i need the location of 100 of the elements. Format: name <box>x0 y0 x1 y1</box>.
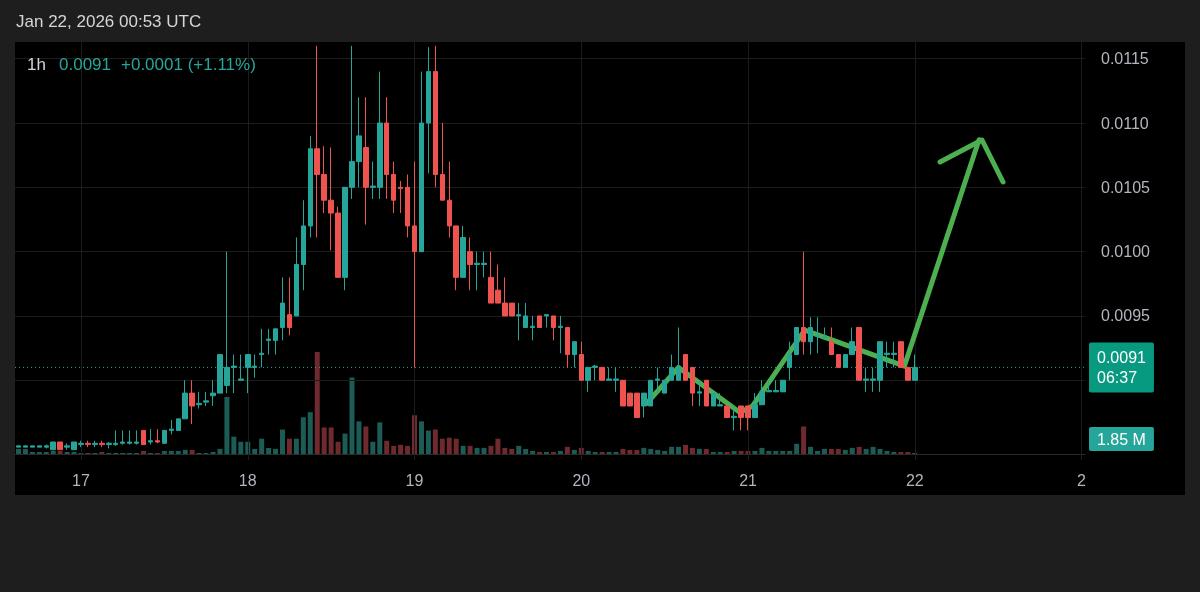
candlestick <box>467 237 473 291</box>
bar <box>370 441 376 454</box>
bar <box>634 449 640 454</box>
candlestick <box>308 135 313 238</box>
candlestick <box>440 122 445 201</box>
y-tick-label: 0.0095 <box>1101 307 1151 325</box>
candlestick <box>391 161 396 214</box>
y-tick-label: 0.0110 <box>1101 114 1149 132</box>
bar <box>161 450 167 454</box>
candlestick <box>683 354 688 381</box>
candlestick <box>815 316 820 354</box>
bar <box>64 451 70 454</box>
bar <box>446 437 452 454</box>
candlestick <box>836 354 841 368</box>
candlestick <box>127 429 132 446</box>
bar <box>766 450 772 454</box>
bar <box>696 448 702 454</box>
bar <box>238 441 244 454</box>
bar <box>898 451 904 454</box>
candlestick <box>57 441 63 451</box>
candlestick <box>724 405 730 419</box>
candlestick <box>808 316 813 356</box>
y-tick-label: 0.0105 <box>1101 178 1151 196</box>
bar <box>655 449 661 454</box>
bar <box>550 451 556 454</box>
candlestick <box>148 428 153 446</box>
y-tick-label: 0.0100 <box>1101 243 1151 261</box>
bar <box>571 449 577 454</box>
candlestick <box>704 379 709 407</box>
bar <box>676 446 682 454</box>
candlestick <box>516 302 521 341</box>
candlestick <box>287 276 292 336</box>
bar <box>682 444 688 454</box>
bar <box>599 451 605 454</box>
x-tick-label: 2 <box>1077 471 1087 489</box>
candlestick <box>405 173 410 238</box>
bar <box>731 450 737 454</box>
candlestick <box>23 445 28 448</box>
candlestick <box>460 225 466 278</box>
candlestick <box>572 341 577 368</box>
candlestick <box>196 391 202 410</box>
candlestick <box>120 429 125 446</box>
bar <box>828 448 834 454</box>
bar <box>432 429 438 454</box>
bar <box>502 447 508 454</box>
candlestick <box>523 302 528 329</box>
candlestick <box>697 379 702 407</box>
bar <box>585 450 591 454</box>
bar <box>405 445 411 454</box>
bar <box>460 445 466 454</box>
bar <box>29 451 35 454</box>
bar <box>738 450 744 454</box>
candlestick <box>85 440 91 448</box>
bar <box>821 448 827 454</box>
bar <box>863 448 869 454</box>
bar <box>856 446 862 454</box>
candlestick <box>801 251 806 356</box>
x-tick-label: 19 <box>405 471 424 489</box>
bar <box>50 450 56 454</box>
text: 06:37 <box>1097 368 1138 386</box>
bar <box>189 449 195 454</box>
bar <box>314 352 320 454</box>
bar <box>293 438 299 454</box>
bar <box>328 427 334 454</box>
x-tick-label: 18 <box>238 471 257 489</box>
bar <box>398 444 404 454</box>
candlestick <box>822 327 827 339</box>
bar <box>759 447 765 454</box>
y-tick-label: 0.0115 <box>1101 50 1149 68</box>
x-tick-label: 21 <box>739 471 758 489</box>
annotation: 0.0091 <box>59 55 111 74</box>
bar <box>787 450 793 454</box>
candlestick <box>558 315 563 354</box>
candlestick <box>189 379 195 425</box>
x-tick-label: 17 <box>72 471 91 489</box>
bar <box>280 429 285 454</box>
bar <box>377 422 383 454</box>
ref-line-label: 0.0091 <box>1097 348 1147 366</box>
bar <box>307 412 313 454</box>
candlestick <box>731 405 737 431</box>
bar <box>794 443 800 454</box>
candlestick <box>266 328 271 356</box>
bar <box>537 451 543 454</box>
bar <box>321 427 327 454</box>
bar <box>780 450 786 454</box>
candlestick <box>169 419 174 435</box>
candlestick <box>37 445 42 448</box>
candlestick <box>551 315 556 341</box>
bar <box>849 447 855 454</box>
candlestick <box>280 276 285 341</box>
bar <box>710 451 716 454</box>
text: 1.85 M <box>1097 430 1146 448</box>
bar <box>168 450 174 454</box>
bar <box>384 440 390 454</box>
candlestick <box>787 341 792 381</box>
candlestick <box>273 328 278 356</box>
bar <box>300 417 306 454</box>
bar <box>752 450 758 454</box>
candlestick <box>544 314 549 329</box>
bar <box>648 448 654 454</box>
